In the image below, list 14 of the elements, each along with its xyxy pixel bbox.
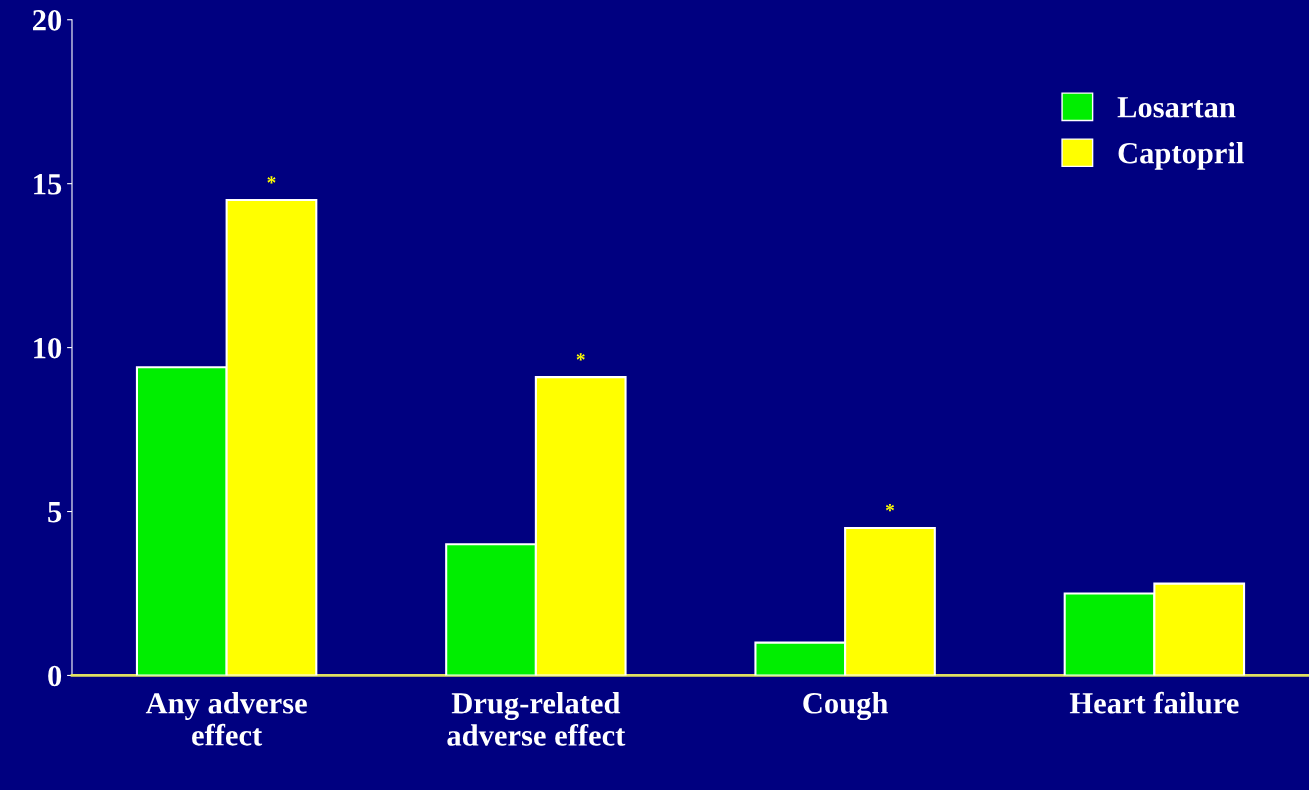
y-tick-label: 5: [48, 502, 62, 523]
y-tick-label: 15: [34, 174, 62, 195]
annotation: *: [885, 504, 895, 512]
y-tick-label: 20: [33, 10, 62, 31]
x-tick-label: Drug-related adverse effect: [447, 692, 626, 746]
annotation: *: [576, 353, 585, 361]
legend-label: Captopril: [1118, 142, 1244, 170]
x-tick-label: Any adverse effect: [145, 692, 307, 746]
legend-label: Losartan: [1117, 97, 1236, 118]
annotation: *: [267, 176, 276, 184]
y-tick-label: 0: [48, 665, 62, 687]
y-tick-label: 10: [34, 337, 62, 359]
x-tick-label: Heart failure: [1069, 691, 1239, 714]
x-tick-label: Cough: [803, 692, 888, 721]
